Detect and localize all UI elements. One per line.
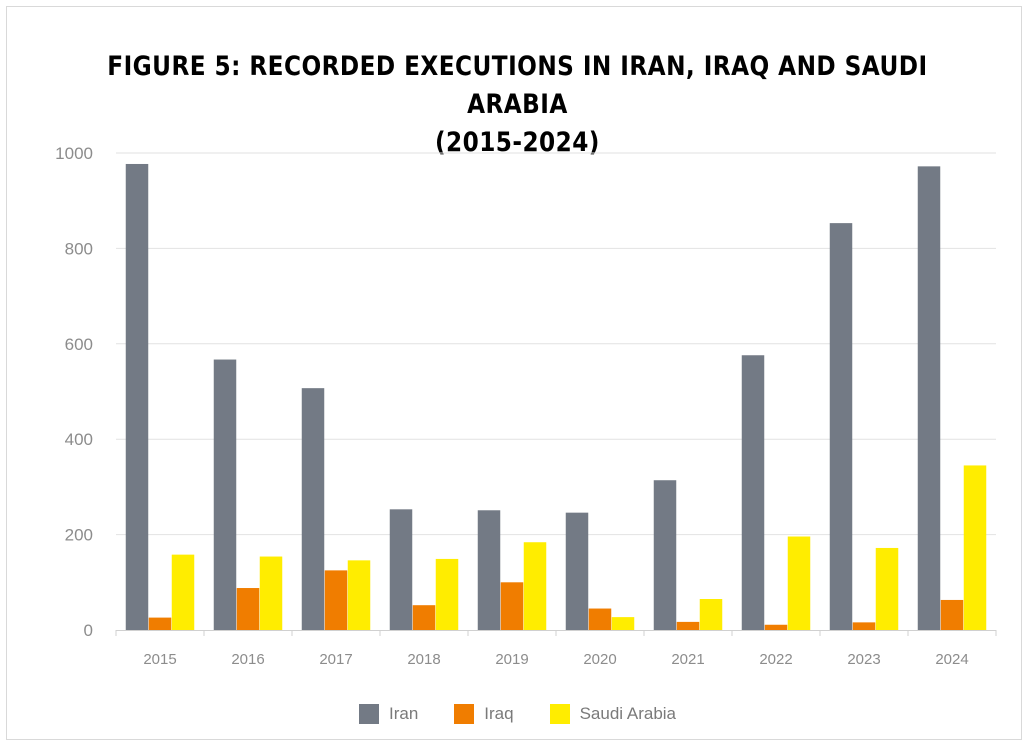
y-tick-label: 0 (84, 621, 93, 640)
legend-item: Iran (359, 704, 418, 724)
bar-iraq (588, 608, 612, 630)
x-tick-label: 2020 (583, 651, 616, 668)
x-tick-label: 2021 (671, 651, 704, 668)
bar-iran (213, 359, 237, 630)
bar-iraq (412, 605, 436, 630)
legend-swatch (359, 704, 379, 724)
bar-saudi-arabia (699, 598, 723, 630)
x-tick-label: 2022 (759, 651, 792, 668)
legend-item: Iraq (454, 704, 514, 724)
legend-label: Iran (389, 704, 419, 723)
x-tick-label: 2018 (407, 651, 440, 668)
bar-iraq (148, 617, 172, 630)
x-tick-label: 2015 (143, 651, 176, 668)
y-tick-label: 800 (65, 239, 93, 258)
bar-iraq (764, 624, 788, 630)
bar-iran (917, 166, 941, 630)
bar-iraq (236, 588, 260, 630)
y-tick-label: 1000 (55, 144, 93, 163)
bar-chart: 0 200 400 600 800 1000 2015 2016 2017 2018 2019 202… (55, 144, 997, 668)
bar-saudi-arabia (171, 554, 195, 630)
x-tick-label: 2016 (231, 651, 264, 668)
y-tick-label: 600 (65, 335, 93, 354)
bar-saudi-arabia (347, 560, 371, 630)
bar-iraq (852, 622, 876, 630)
bar-iraq (676, 621, 700, 630)
x-tick-label: 2024 (935, 651, 968, 668)
bar-saudi-arabia (875, 547, 899, 630)
x-tick-label: 2017 (319, 651, 352, 668)
bar-saudi-arabia (435, 558, 459, 630)
bar-saudi-arabia (963, 465, 987, 630)
bar-iraq (500, 582, 524, 630)
x-tick-label: 2023 (847, 651, 880, 668)
bar-iran (741, 355, 765, 630)
x-tick-label: 2019 (495, 651, 528, 668)
chart-title-line-1: FIGURE 5: RECORDED EXECUTIONS IN IRAN, I… (107, 51, 928, 120)
bar-saudi-arabia (611, 617, 635, 630)
bar-iran (125, 163, 149, 630)
legend-label: Iraq (484, 704, 514, 723)
chart-legend: Iran Iraq Saudi Arabia (0, 700, 1035, 728)
bar-iran (301, 388, 325, 630)
legend-swatch (454, 704, 475, 724)
bar-iraq (940, 599, 964, 630)
legend-swatch (549, 704, 570, 724)
legend-label: Saudi Arabia (579, 704, 676, 723)
legend-item: Saudi Arabia (549, 704, 676, 724)
bar-saudi-arabia (259, 556, 283, 630)
bar-saudi-arabia (787, 536, 811, 630)
bar-iran (653, 480, 677, 630)
y-tick-label: 400 (65, 430, 93, 449)
bar-iran (565, 512, 589, 630)
bar-iran (477, 510, 501, 630)
bar-iran (389, 509, 413, 630)
y-tick-label: 200 (65, 526, 93, 545)
bar-saudi-arabia (523, 542, 547, 630)
bar-iran (829, 223, 853, 630)
bar-iraq (324, 570, 348, 630)
